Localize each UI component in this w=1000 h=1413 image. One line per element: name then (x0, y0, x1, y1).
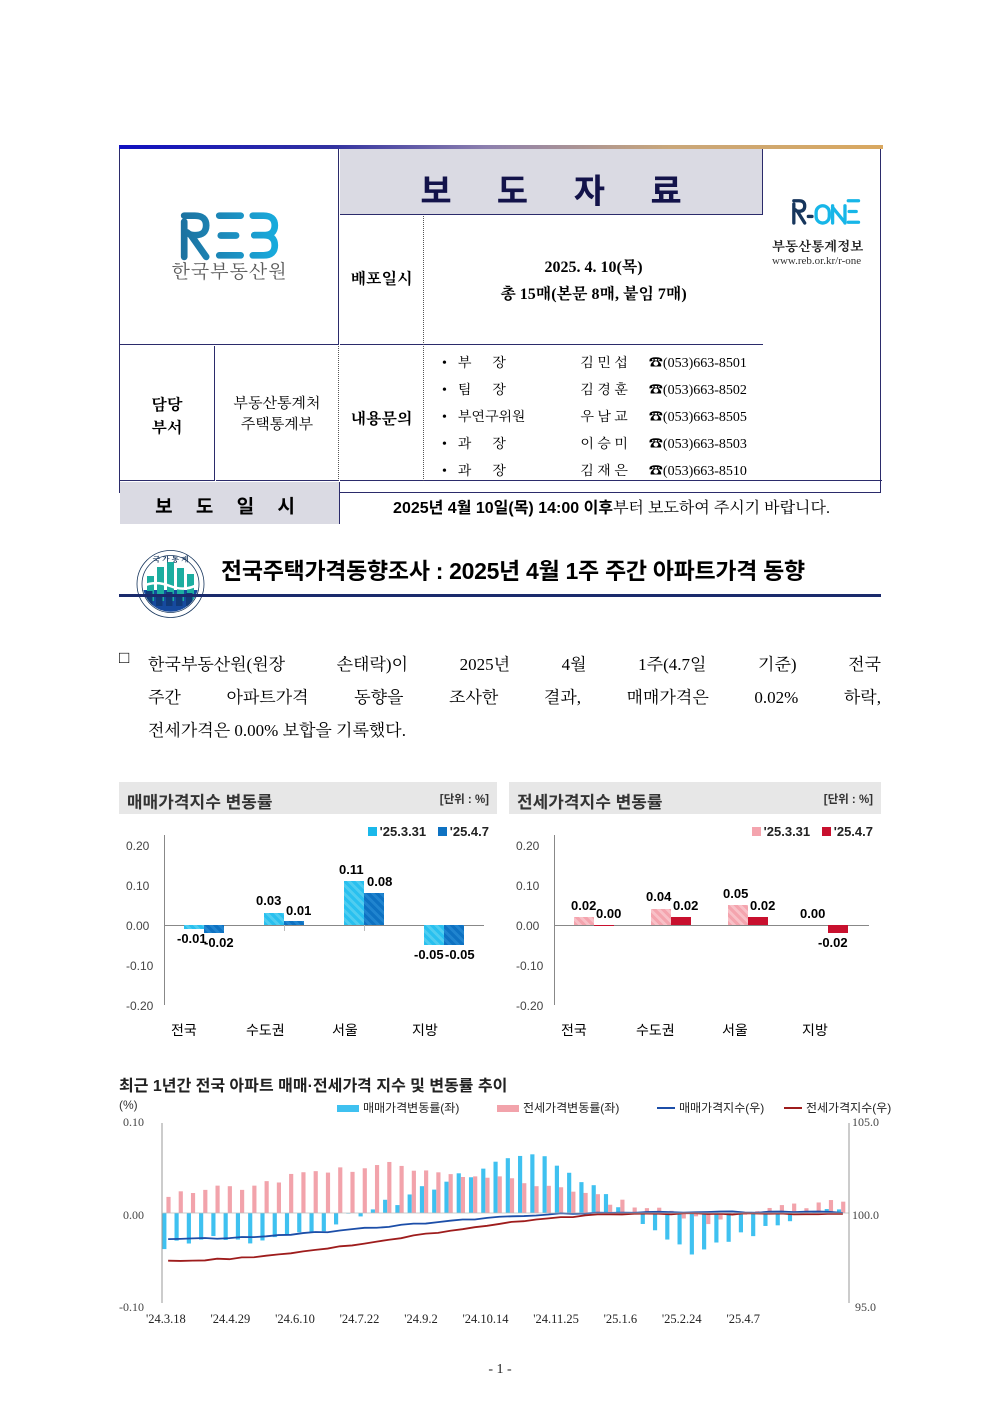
svg-text:국 가 통 계: 국 가 통 계 (152, 555, 189, 564)
